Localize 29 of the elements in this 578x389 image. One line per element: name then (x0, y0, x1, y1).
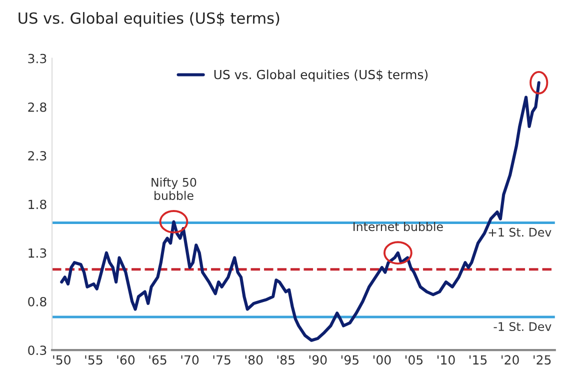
y-tick-label: 2.8 (28, 102, 46, 112)
x-tick-label: '65 (149, 355, 166, 365)
x-tick-label: '00 (373, 355, 391, 365)
annotation: Internet bubble (354, 222, 443, 232)
x-tick-label: '70 (181, 355, 199, 365)
x-tick-label: '55 (85, 355, 102, 365)
x-tick-label: '25 (534, 355, 551, 365)
ref-line-label: -1 St. Dev (494, 322, 552, 332)
y-tick-label: 1.8 (28, 200, 46, 210)
x-tick-label: '85 (277, 355, 294, 365)
x-tick-label: '80 (245, 355, 263, 365)
x-tick-label: '50 (53, 355, 70, 365)
y-tick-label: 0.8 (28, 296, 46, 306)
y-tick-label: 2.3 (28, 151, 46, 161)
x-tick-label: '15 (470, 355, 487, 365)
ref-line-label: +1 St. Dev (488, 228, 552, 237)
y-tick-label: 0.3 (28, 346, 46, 356)
x-tick-label: '10 (438, 355, 455, 365)
y-tick-label: 1.3 (28, 248, 46, 258)
legend-label: US vs. Global equities (US$ terms) (214, 70, 428, 82)
y-tick-label: 3.3 (28, 54, 46, 64)
annotation: Nifty 50 bubble (152, 178, 196, 200)
chart-title: US vs. Global equities (US$ terms) (18, 12, 280, 27)
x-tick-label: '75 (213, 355, 230, 365)
x-tick-label: '05 (405, 355, 423, 365)
x-tick-label: '95 (341, 355, 358, 365)
x-tick-label: '90 (309, 355, 327, 365)
x-tick-label: '60 (117, 355, 135, 365)
x-tick-label: '20 (502, 355, 519, 365)
